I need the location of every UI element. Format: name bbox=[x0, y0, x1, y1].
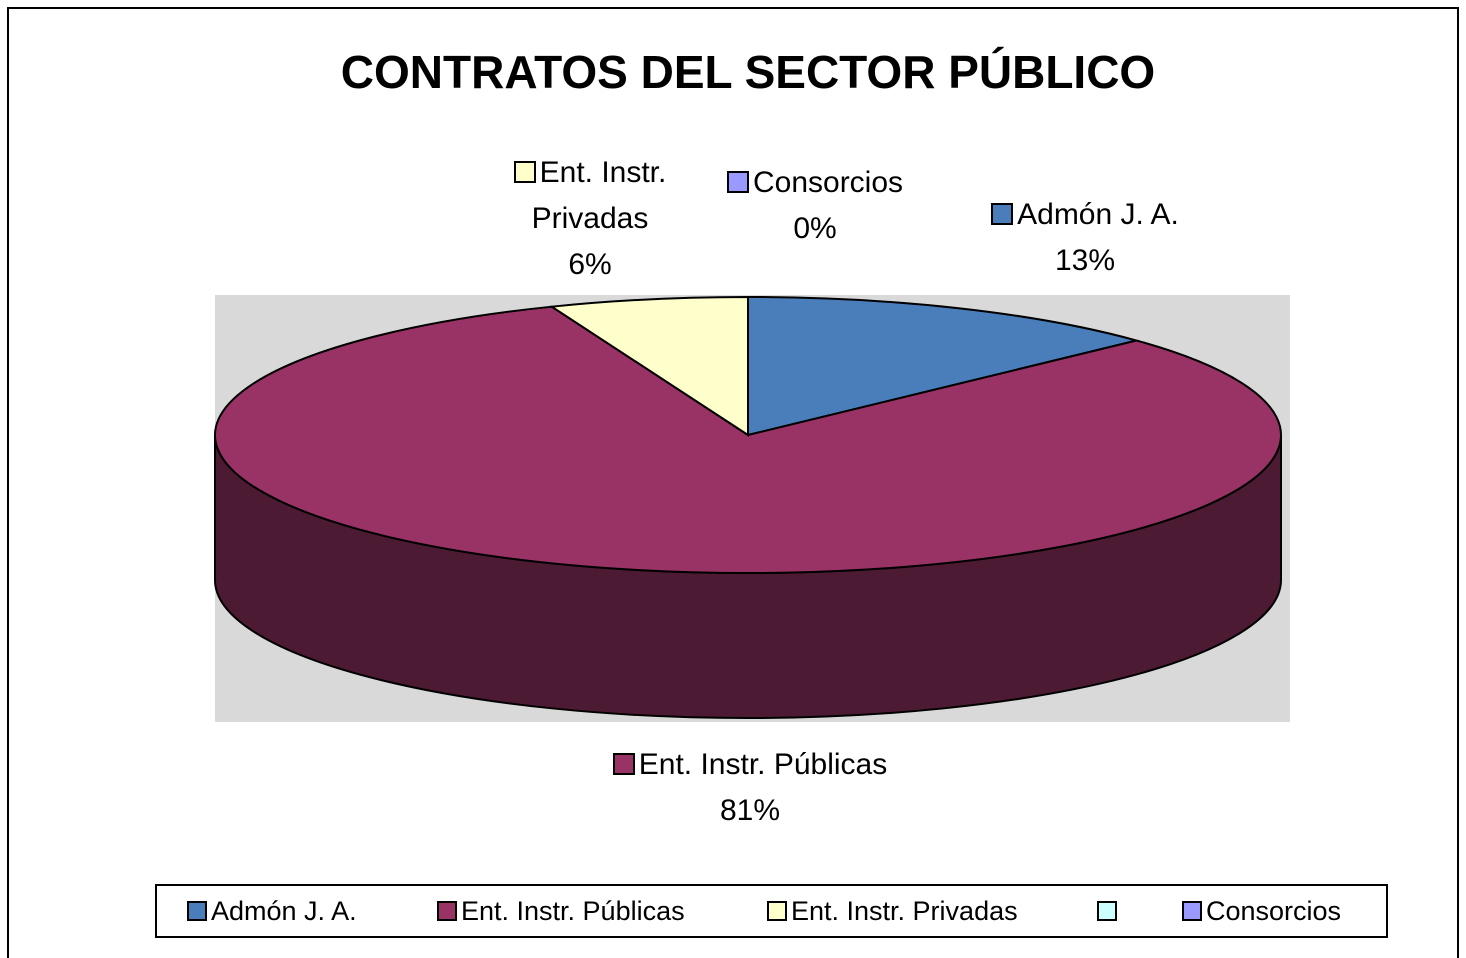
data-label: Admón J. A. 13% bbox=[950, 192, 1220, 284]
label-swatch bbox=[726, 171, 749, 193]
data-label-category: Ent. Instr. Públicas bbox=[638, 748, 888, 781]
pie-slice bbox=[747, 295, 1141, 437]
legend: Admón J. A. Ent. Instr. Públicas Ent. Inst… bbox=[155, 884, 1388, 938]
data-label-line: Admón J. A. bbox=[950, 192, 1220, 238]
data-label-line: Consorcios bbox=[690, 160, 940, 206]
data-label: Ent. Instr. Públicas 81% bbox=[600, 742, 900, 834]
pie bbox=[214, 295, 1282, 719]
data-label-line: Ent. Instr. Privadas bbox=[480, 150, 700, 242]
legend-item: Consorcios bbox=[1182, 896, 1341, 927]
legend-item bbox=[1097, 896, 1121, 927]
data-label: Ent. Instr. Privadas 6% bbox=[480, 150, 700, 288]
data-label-category: Admón J. A. bbox=[1017, 198, 1179, 231]
legend-label: Ent. Instr. Privadas bbox=[791, 896, 1018, 926]
legend-item: Ent. Instr. Privadas bbox=[767, 896, 1018, 927]
legend-label: Admón J. A. bbox=[211, 896, 357, 926]
legend-swatch bbox=[767, 901, 787, 921]
legend-swatch bbox=[1182, 901, 1202, 921]
legend-swatch bbox=[187, 901, 207, 921]
label-swatch bbox=[513, 161, 536, 183]
legend-label: Consorcios bbox=[1206, 896, 1342, 926]
data-label-value: 13% bbox=[1054, 244, 1116, 277]
data-label-value: 81% bbox=[719, 794, 781, 827]
legend-swatch bbox=[437, 901, 457, 921]
pie-slice bbox=[548, 295, 749, 437]
data-label: Consorcios 0% bbox=[690, 160, 940, 252]
data-label-category: Ent. Instr. Privadas bbox=[531, 156, 667, 235]
legend-item: Ent. Instr. Públicas bbox=[437, 896, 685, 927]
legend-swatch bbox=[1097, 901, 1117, 921]
data-label-line: Ent. Instr. Públicas bbox=[600, 742, 900, 788]
chart-title: CONTRATOS DEL SECTOR PÚBLICO bbox=[341, 46, 1155, 98]
data-label-value: 6% bbox=[568, 248, 612, 281]
legend-label: Ent. Instr. Públicas bbox=[461, 896, 685, 926]
label-swatch bbox=[612, 753, 635, 775]
data-label-value: 0% bbox=[793, 212, 837, 245]
label-swatch bbox=[991, 203, 1014, 225]
chart-border bbox=[7, 7, 1459, 958]
data-label-category: Consorcios bbox=[752, 166, 904, 199]
legend-item: Admón J. A. bbox=[187, 896, 357, 927]
pie-slice bbox=[214, 305, 1282, 574]
